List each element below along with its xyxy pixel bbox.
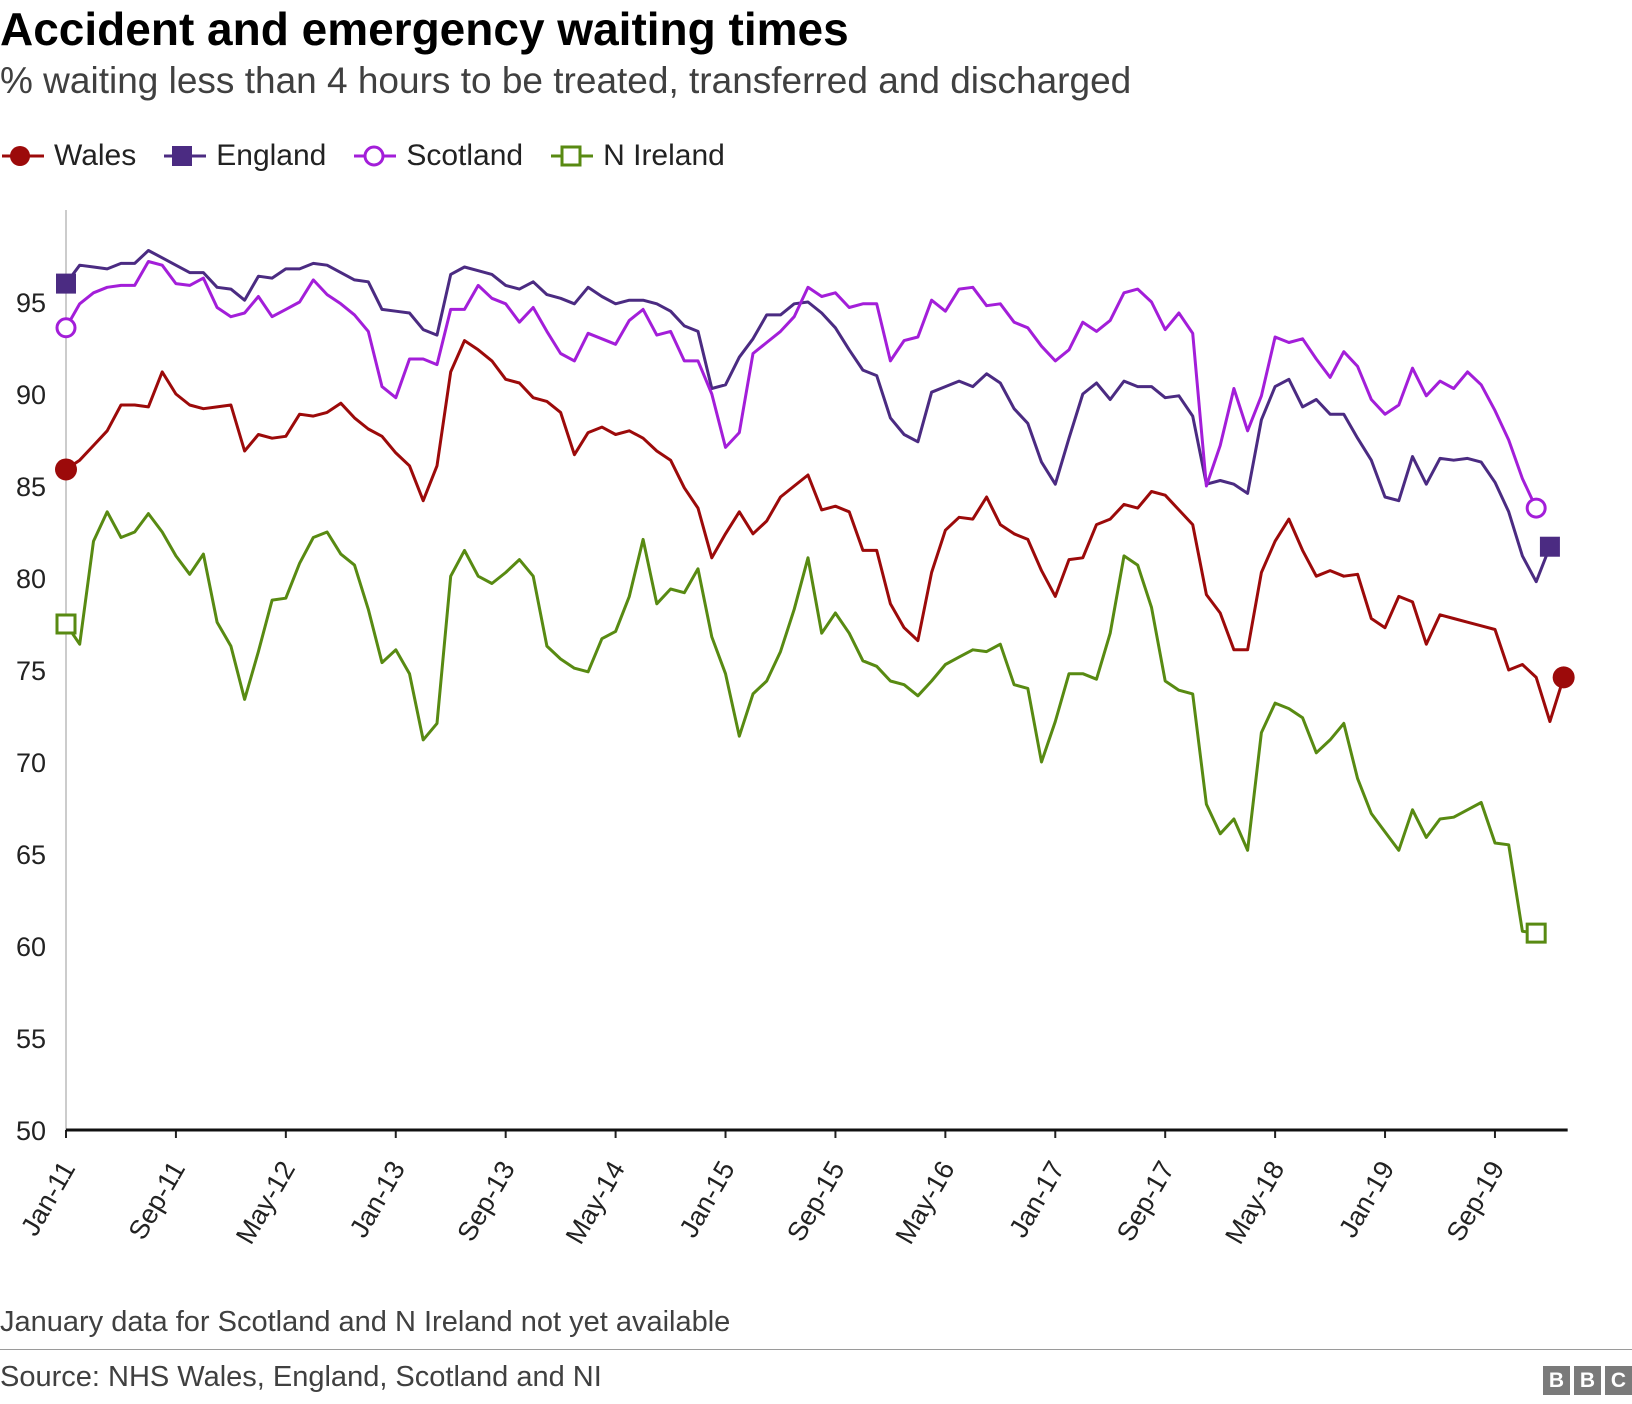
series-marker-n-ireland-end [1525,922,1547,944]
legend-label-scotland: Scotland [406,139,524,172]
y-tick-label: 50 [16,1116,46,1146]
legend-marker-scotland [354,145,397,167]
x-tick-label: May-16 [890,1156,961,1249]
legend-label-england: England [216,139,327,172]
series-line-england [64,249,1552,584]
series-marker-wales-end [1552,666,1575,689]
legend-marker-wales [2,146,44,166]
chart-title: Accident and emergency waiting times [0,3,849,55]
series-marker-wales-start [55,458,77,481]
source-note: Source: NHS Wales, England, Scotland and… [0,1361,602,1393]
x-tick-label: Jan-15 [673,1156,740,1243]
y-tick-label: 80 [16,564,46,594]
bbc-logo: B B C [1543,1366,1632,1395]
legend-label-n-ireland: N Ireland [603,139,725,172]
legend-marker-n-ireland [551,145,594,167]
legend-item-n-ireland: N Ireland [549,139,725,173]
chart-legend: Wales England Scotland N Ireland [0,134,751,178]
series-marker-england-start [56,273,76,294]
series-marker-n-ireland-start [55,613,77,635]
line-chart: 50 55 60 65 70 75 80 85 90 95 Jan-11 Sep-11 May-12 Ja… [15,210,1575,1249]
x-tick-label: Jan-19 [1333,1156,1400,1243]
x-tick-label: Sep-19 [1441,1156,1511,1246]
y-tick-label: 75 [16,656,46,686]
series-line-wales [64,339,1566,723]
x-tick-label: May-12 [230,1156,301,1249]
legend-marker-england [164,146,207,166]
legend-label-wales: Wales [54,139,137,172]
y-tick-label: 85 [16,472,46,502]
series-line-n-ireland [64,510,1538,935]
x-tick-label: Jan-11 [15,1156,81,1241]
y-tick-label: 65 [16,840,46,870]
x-tick-label: Jan-13 [344,1156,411,1243]
bbc-logo-letter: B [1574,1366,1601,1395]
legend-item-england: England [162,139,326,173]
y-tick-label: 95 [16,288,46,318]
x-tick-label: Sep-13 [451,1156,521,1246]
x-tick-label: Sep-15 [781,1156,851,1246]
bbc-logo-letter: C [1605,1366,1632,1395]
y-tick-label: 60 [16,932,46,962]
y-tick-label: 70 [16,748,46,778]
legend-item-wales: Wales [0,139,136,173]
x-tick-label: Sep-17 [1111,1156,1181,1246]
legend-item-scotland: Scotland [352,139,523,173]
series-marker-england-end [1539,536,1560,557]
divider [0,1349,1632,1350]
series-marker-scotland-end [1525,497,1547,519]
x-tick-label: May-18 [1219,1156,1290,1249]
y-tick-label: 90 [16,380,46,410]
y-tick-label: 55 [16,1024,46,1054]
chart-subtitle: % waiting less than 4 hours to be treate… [0,60,1132,101]
series-marker-scotland-start [55,317,77,339]
bbc-logo-letter: B [1543,1366,1570,1395]
x-tick-label: Jan-17 [1003,1156,1070,1243]
series-line-scotland [64,260,1538,510]
x-tick-label: May-14 [560,1156,631,1249]
x-tick-label: Sep-11 [123,1156,192,1245]
footnote: January data for Scotland and N Ireland … [0,1306,731,1338]
